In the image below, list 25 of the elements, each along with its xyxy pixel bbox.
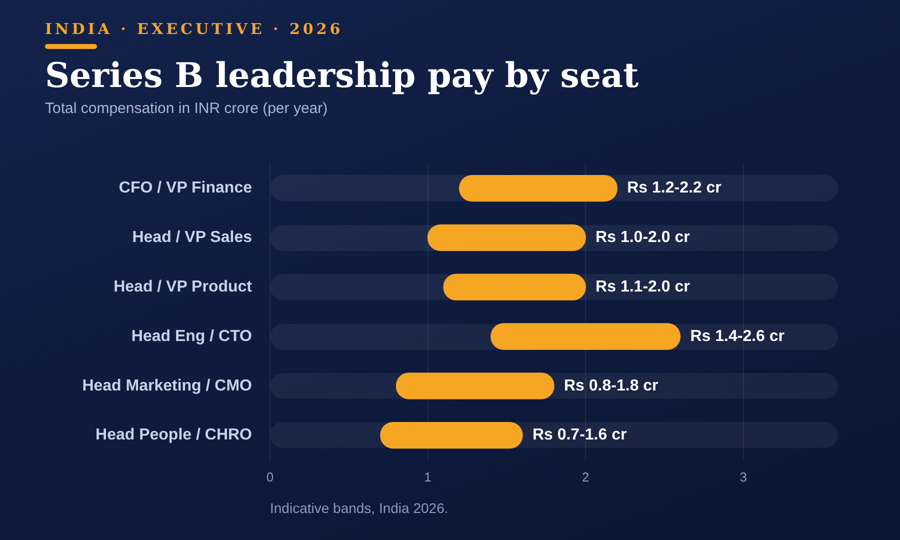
x-tick-label: 0	[266, 469, 274, 484]
y-tick-label: CFO / VP Finance	[118, 180, 252, 197]
x-tick-label: 3	[740, 469, 747, 484]
y-tick-label: Head / VP Product	[114, 278, 253, 296]
data-label: Rs 0.8-1.8 cr	[564, 377, 658, 394]
y-tick-label: Head People / CHRO	[96, 426, 252, 444]
chart-subtitle: Total compensation in INR crore (per year)	[45, 100, 328, 117]
y-tick-label: Head Marketing / CMO	[82, 377, 252, 394]
bar	[396, 372, 554, 400]
data-label: Rs 1.1-2.0 cr	[596, 278, 690, 296]
chart-title: Series B leadership pay by seat	[45, 56, 639, 96]
data-label: Rs 0.7-1.6 cr	[532, 426, 627, 444]
y-tick-label: Head / VP Sales	[132, 229, 252, 246]
bar	[443, 274, 586, 300]
bar	[459, 174, 618, 202]
data-label: Rs 1.2-2.2 cr	[627, 180, 722, 197]
x-tick-label: 1	[424, 469, 432, 484]
bar	[380, 422, 523, 449]
text: Indicative bands, India 2026.	[270, 500, 448, 516]
x-tick-label: 2	[582, 469, 590, 484]
text: INDIA · EXECUTIVE · 2026	[45, 20, 344, 38]
y-tick-label: Head Eng / CTO	[131, 328, 252, 345]
data-label: Rs 1.4-2.6 cr	[690, 328, 785, 345]
bar	[427, 224, 586, 252]
data-label: Rs 1.0-2.0 cr	[596, 229, 690, 246]
